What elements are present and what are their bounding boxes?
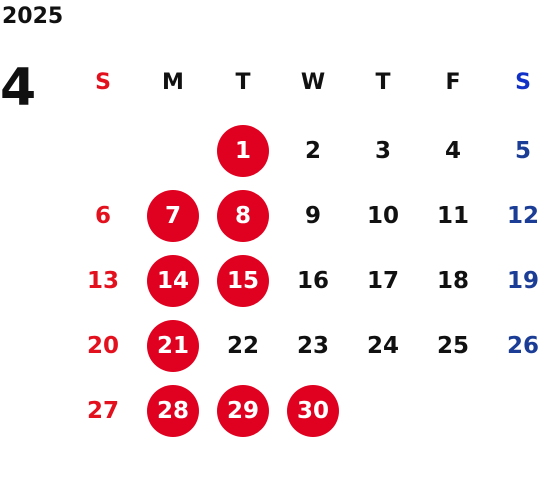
highlighted-day[interactable]: 30 xyxy=(278,385,348,437)
highlighted-day[interactable]: 28 xyxy=(138,385,208,437)
day-number: 22 xyxy=(226,333,259,359)
day-number: 30 xyxy=(287,385,339,437)
highlighted-day[interactable]: 29 xyxy=(208,385,278,437)
day-number: 11 xyxy=(436,203,469,229)
day-number: 21 xyxy=(147,320,199,372)
day-cell[interactable]: 4 xyxy=(418,126,488,176)
day-cell[interactable]: 5 xyxy=(488,126,548,176)
day-number: 19 xyxy=(506,268,539,294)
week-row: 27 28 29 30 xyxy=(68,385,548,437)
day-number: 17 xyxy=(366,268,399,294)
day-cell[interactable]: 25 xyxy=(418,321,488,371)
day-number: 25 xyxy=(436,333,469,359)
day-number: 14 xyxy=(147,255,199,307)
day-number: 24 xyxy=(366,333,399,359)
day-number: 26 xyxy=(506,333,539,359)
day-cell[interactable]: 13 xyxy=(68,256,138,306)
day-cell[interactable]: 10 xyxy=(348,191,418,241)
day-number: 1 xyxy=(217,125,269,177)
day-cell[interactable]: 6 xyxy=(68,191,138,241)
day-number: 16 xyxy=(296,268,329,294)
day-cell[interactable]: 16 xyxy=(278,256,348,306)
highlighted-day[interactable]: 8 xyxy=(208,190,278,242)
highlighted-day[interactable]: 15 xyxy=(208,255,278,307)
day-number: 3 xyxy=(374,138,391,164)
highlighted-day[interactable]: 7 xyxy=(138,190,208,242)
day-number: 13 xyxy=(86,268,119,294)
month-label: 4 xyxy=(0,58,37,118)
day-cell[interactable]: 11 xyxy=(418,191,488,241)
week-row: 13 14 15 16 17 18 19 xyxy=(68,255,548,307)
highlighted-day[interactable]: 1 xyxy=(208,125,278,177)
day-number: 4 xyxy=(444,138,461,164)
day-cell[interactable]: 17 xyxy=(348,256,418,306)
day-number: 7 xyxy=(147,190,199,242)
day-number: 28 xyxy=(147,385,199,437)
day-cell[interactable]: 20 xyxy=(68,321,138,371)
day-number: 8 xyxy=(217,190,269,242)
day-number: 2 xyxy=(304,138,321,164)
day-cell[interactable]: 24 xyxy=(348,321,418,371)
day-cell[interactable]: 18 xyxy=(418,256,488,306)
day-cell[interactable]: 19 xyxy=(488,256,548,306)
day-number: 18 xyxy=(436,268,469,294)
weekday-label: M xyxy=(162,69,184,95)
weekday-label: T xyxy=(235,69,251,95)
day-number: 29 xyxy=(217,385,269,437)
day-number: 23 xyxy=(296,333,329,359)
day-number: 5 xyxy=(514,138,531,164)
week-row: 20 21 22 23 24 25 26 xyxy=(68,320,548,372)
highlighted-day[interactable]: 21 xyxy=(138,320,208,372)
weekday-label: W xyxy=(300,69,326,95)
day-cell[interactable]: 2 xyxy=(278,126,348,176)
weekday-label: S xyxy=(95,69,111,95)
week-row: 6 7 8 9 10 11 12 xyxy=(68,190,548,242)
day-number: 9 xyxy=(304,203,321,229)
weekday-label: F xyxy=(445,69,461,95)
day-cell[interactable]: 9 xyxy=(278,191,348,241)
day-cell[interactable]: 12 xyxy=(488,191,548,241)
day-number: 12 xyxy=(506,203,539,229)
day-cell[interactable]: 23 xyxy=(278,321,348,371)
day-cell[interactable]: 22 xyxy=(208,321,278,371)
day-number: 6 xyxy=(94,203,111,229)
day-cell[interactable]: 3 xyxy=(348,126,418,176)
day-number: 10 xyxy=(366,203,399,229)
weekday-label: T xyxy=(375,69,391,95)
day-number: 15 xyxy=(217,255,269,307)
week-row: 1 2 3 4 5 xyxy=(68,125,548,177)
weekday-label: S xyxy=(515,69,531,95)
year-label: 2025 xyxy=(2,4,64,29)
day-number: 27 xyxy=(86,398,119,424)
highlighted-day[interactable]: 14 xyxy=(138,255,208,307)
day-cell[interactable]: 26 xyxy=(488,321,548,371)
day-cell[interactable]: 27 xyxy=(68,386,138,436)
day-number: 20 xyxy=(86,333,119,359)
